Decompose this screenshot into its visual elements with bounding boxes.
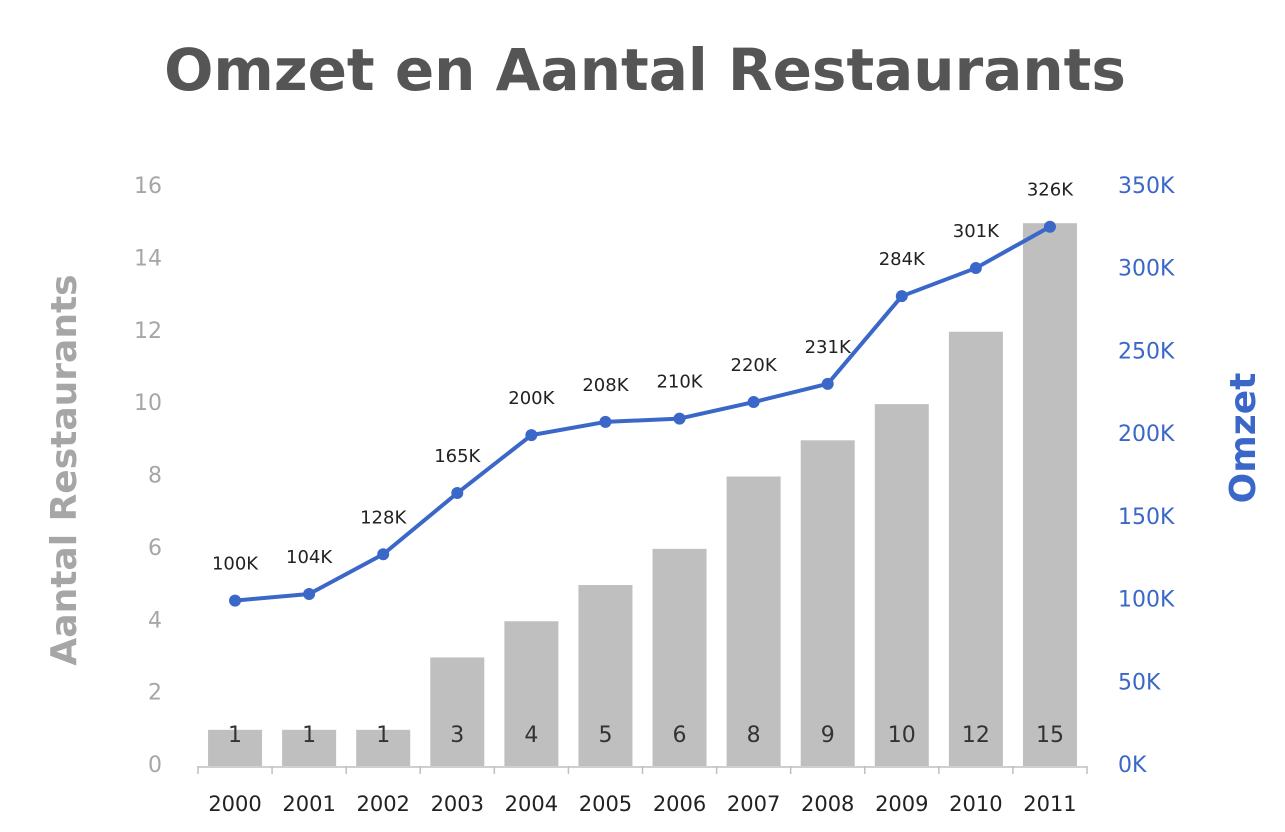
data-label: 100K [212, 554, 259, 575]
bar [874, 404, 929, 766]
y-axis-title: Aantal Restaurants [44, 274, 85, 665]
bar-label: 4 [524, 723, 538, 748]
line-point [747, 396, 760, 409]
y2-tick-label: 50K [1118, 670, 1161, 695]
y-tick-label: 8 [148, 464, 162, 489]
line [234, 224, 1051, 603]
data-label: 200K [508, 388, 555, 409]
bar [726, 476, 781, 766]
x-tick-label: 2006 [653, 792, 706, 816]
x-tick-label: 2005 [579, 792, 632, 816]
x-tick-label: 2004 [505, 792, 558, 816]
line-point [303, 587, 316, 600]
y2-tick-label: 350K [1118, 174, 1175, 199]
bar-label: 10 [888, 723, 916, 748]
y-tick-label: 14 [134, 246, 162, 271]
bar [282, 729, 337, 766]
bar [652, 548, 707, 766]
data-label: 104K [286, 547, 333, 568]
y-tick-label: 12 [134, 319, 162, 344]
x-tick-label: 2009 [875, 792, 928, 816]
y-tick-label: 16 [134, 174, 162, 199]
line-point [377, 548, 390, 561]
bar-label: 8 [747, 723, 761, 748]
data-label: 301K [953, 221, 1000, 242]
line-point [895, 290, 908, 303]
x-tick-label: 2003 [431, 792, 484, 816]
bar [504, 621, 559, 766]
bar-label: 12 [962, 723, 990, 748]
y2-tick-label: 100K [1118, 588, 1175, 613]
x-tick-label: 2007 [727, 792, 780, 816]
bar [1022, 223, 1077, 766]
line-point [451, 487, 464, 500]
y-tick-label: 4 [148, 608, 162, 633]
y2-axis-title: Omzet [1223, 373, 1264, 504]
line-point [969, 262, 982, 275]
x-tick-label: 2001 [282, 792, 335, 816]
bar-label: 1 [228, 723, 242, 748]
bar-label: 15 [1036, 723, 1064, 748]
data-label: 165K [434, 446, 481, 467]
y-tick-label: 0 [148, 753, 162, 778]
line-point [821, 377, 834, 390]
data-label: 210K [656, 372, 703, 393]
bar-label: 1 [302, 723, 316, 748]
bar [578, 585, 633, 766]
bar [948, 331, 1003, 766]
data-label: 284K [879, 249, 926, 270]
y-tick-label: 2 [148, 681, 162, 706]
y2-tick-label: 200K [1118, 422, 1175, 447]
x-tick-label: 2008 [801, 792, 854, 816]
y2-tick-label: 300K [1118, 257, 1175, 282]
bar-label: 3 [450, 723, 464, 748]
x-tick-label: 2010 [949, 792, 1002, 816]
bar-label: 6 [673, 723, 687, 748]
x-tick-label: 2002 [356, 792, 409, 816]
line-point [229, 594, 242, 607]
data-label: 326K [1027, 180, 1074, 201]
line-point [599, 415, 612, 428]
line-point [525, 429, 538, 442]
bar [800, 440, 855, 766]
chart-title: Omzet en Aantal Restaurants [164, 36, 1126, 104]
data-label: 208K [582, 375, 629, 396]
bar-label: 5 [598, 723, 612, 748]
bar [356, 729, 411, 766]
line-point [673, 412, 686, 425]
data-label: 231K [805, 337, 852, 358]
x-tick-label: 2011 [1023, 792, 1076, 816]
bar [208, 729, 263, 766]
data-label: 220K [731, 355, 778, 376]
y-tick-label: 6 [148, 536, 162, 561]
x-tick-label: 2000 [208, 792, 261, 816]
data-label: 128K [360, 507, 407, 528]
bar-label: 9 [821, 723, 835, 748]
y2-tick-label: 0K [1118, 753, 1147, 778]
y2-tick-label: 250K [1118, 339, 1175, 364]
y2-tick-label: 150K [1118, 505, 1175, 530]
bar [430, 657, 485, 766]
y-tick-label: 10 [134, 391, 162, 416]
line-point [1043, 220, 1056, 233]
bar-label: 1 [376, 723, 390, 748]
